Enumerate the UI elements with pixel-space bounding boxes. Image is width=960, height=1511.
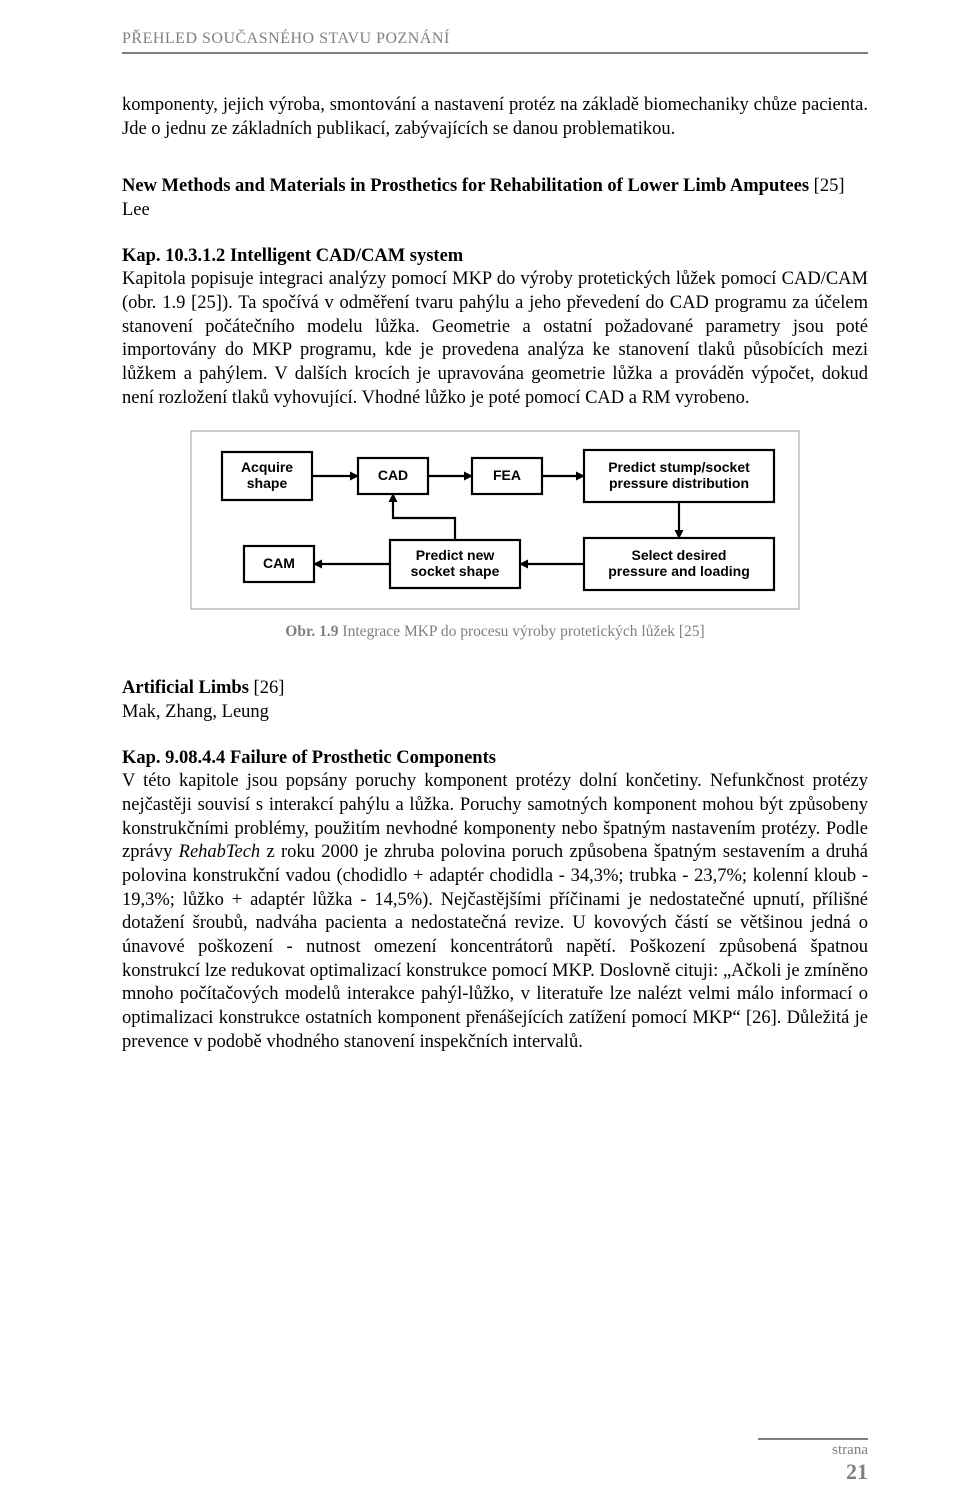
- node-fea: FEA: [472, 458, 542, 494]
- svg-text:Predict new: Predict new: [416, 547, 495, 563]
- svg-text:Acquire: Acquire: [241, 459, 293, 475]
- node-select: Select desiredpressure and loading: [584, 538, 774, 590]
- svg-text:pressure and loading: pressure and loading: [608, 563, 750, 579]
- ref2-title: Artificial Limbs: [122, 678, 249, 698]
- ref1-author: Lee: [122, 200, 150, 220]
- node-newshape: Predict newsocket shape: [390, 540, 520, 588]
- figure-1-9: AcquireshapeCADFEAPredict stump/socketpr…: [122, 430, 868, 615]
- figure-caption-text: Integrace MKP do procesu výroby protetic…: [339, 623, 705, 640]
- flowchart-diagram: AcquireshapeCADFEAPredict stump/socketpr…: [190, 430, 800, 610]
- figure-caption-num: Obr. 1.9: [285, 623, 338, 640]
- svg-text:Predict stump/socket: Predict stump/socket: [608, 459, 750, 475]
- page-footer: strana 21: [758, 1438, 868, 1485]
- footer-rule: [758, 1438, 868, 1440]
- kap2-heading: Kap. 9.08.4.4 Failure of Prosthetic Comp…: [122, 747, 868, 771]
- svg-text:socket shape: socket shape: [411, 563, 500, 579]
- ref1-title: New Methods and Materials in Prosthetics…: [122, 176, 809, 196]
- node-acquire: Acquireshape: [222, 452, 312, 500]
- svg-text:shape: shape: [247, 475, 288, 491]
- svg-text:Select desired: Select desired: [632, 547, 727, 563]
- running-header: PŘEHLED SOUČASNÉHO STAVU POZNÁNÍ: [122, 30, 868, 48]
- svg-text:pressure distribution: pressure distribution: [609, 475, 749, 491]
- body2-paragraph: V této kapitole jsou popsány poruchy kom…: [122, 770, 868, 1054]
- svg-text:CAD: CAD: [378, 467, 408, 483]
- kap2-num: Kap. 9.08.4.4: [122, 748, 230, 768]
- header-rule: [122, 52, 868, 54]
- body2-italic: RehabTech: [179, 842, 261, 862]
- ref1-cite: [25]: [809, 176, 844, 196]
- kap1-num: Kap. 10.3.1.2: [122, 246, 230, 266]
- svg-text:FEA: FEA: [493, 467, 521, 483]
- body1-paragraph: Kapitola popisuje integraci analýzy pomo…: [122, 268, 868, 410]
- body2b: z roku 2000 je zhruba polovina poruch zp…: [122, 842, 868, 1051]
- reference-block-1: New Methods and Materials in Prosthetics…: [122, 175, 868, 222]
- ref2-cite: [26]: [249, 678, 284, 698]
- figure-caption: Obr. 1.9 Integrace MKP do procesu výroby…: [122, 623, 868, 641]
- node-cam: CAM: [244, 546, 314, 582]
- ref2-author: Mak, Zhang, Leung: [122, 702, 269, 722]
- svg-text:CAM: CAM: [263, 555, 295, 571]
- footer-page-number: 21: [758, 1459, 868, 1485]
- intro-paragraph: komponenty, jejich výroba, smontování a …: [122, 94, 868, 141]
- node-cad: CAD: [358, 458, 428, 494]
- kap1-name: Intelligent CAD/CAM system: [230, 246, 463, 266]
- footer-label: strana: [758, 1442, 868, 1459]
- reference-block-2: Artificial Limbs [26] Mak, Zhang, Leung: [122, 677, 868, 724]
- kap2-name: Failure of Prosthetic Components: [230, 748, 496, 768]
- node-predict: Predict stump/socketpressure distributio…: [584, 450, 774, 502]
- kap1-heading: Kap. 10.3.1.2 Intelligent CAD/CAM system: [122, 245, 868, 269]
